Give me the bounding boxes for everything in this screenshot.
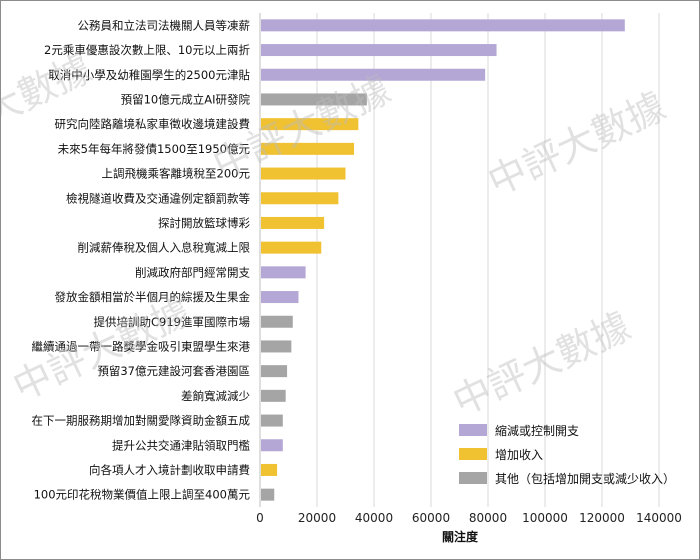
bar [261,291,299,304]
category-label: 在下一期服務期增加對關愛隊資助金額五成 [32,414,251,428]
bar [261,488,275,501]
watermark: 大數據 中評大數據 中評大數據 中評大數據 中評大數據 [1,46,672,424]
category-label: 2元乘車優惠設次數上限、10元以上兩折 [44,43,250,57]
legend-swatch [459,424,487,436]
bar [261,118,359,131]
legend-swatch [459,448,487,460]
bar [261,315,293,328]
x-axis-title: 關注度 [442,529,479,544]
bar [261,266,306,279]
category-label: 取消中小學及幼稚園學生的2500元津貼 [48,68,250,82]
category-label: 提供培訓助C919進軍國際市場 [94,315,251,329]
category-label: 研究向陸路離境私家車徵收邊境建設費 [55,117,251,131]
category-label: 繼續通過一帶一路獎學金吸引東盟學生來港 [32,339,251,353]
watermark-text: 中評大數據 [446,304,637,424]
category-label: 探討開放籃球博彩 [158,216,250,230]
category-label: 未來5年每年將發債1500至1950億元 [58,142,251,156]
watermark-text: 中評大數據 [481,84,672,204]
bar [261,192,339,205]
x-tick-label: 120000 [579,511,625,525]
category-label: 上調飛機乘客離境稅至200元 [102,167,251,181]
bars [261,19,625,501]
bar [261,216,325,229]
legend-label: 縮減或控制開支 [495,423,579,438]
bar [261,68,486,81]
x-tick-label: 20000 [298,511,336,525]
x-tick-label: 80000 [469,511,507,525]
category-label: 提升公共交通津貼領取門檻 [112,438,250,452]
category-label: 削減政府部門經常開支 [135,265,250,279]
category-label: 公務員和立法司法機關人員等凍薪 [78,18,251,32]
x-tick-label: 140000 [636,511,682,525]
category-label: 向各項人才入境計劃收取申請費 [89,463,250,477]
bar [261,93,367,106]
category-label: 預留37億元建設河套香港園區 [97,364,250,378]
category-label: 預留10億元成立AI研發院 [121,92,251,106]
x-tick-label: 60000 [412,511,450,525]
category-label: 差餉寬減減少 [181,389,250,403]
bar [261,241,322,254]
category-labels: 公務員和立法司法機關人員等凍薪 2元乘車優惠設次數上限、10元以上兩折取消中小學及… [32,18,251,501]
x-tick-label: 100000 [522,511,568,525]
bar [261,439,283,452]
category-label: 發放金額相當於半個月的綜援及生果金 [55,290,251,304]
category-label: 100元印花稅物業價值上限上調至400萬元 [34,488,251,502]
bar [261,142,355,155]
x-tick-label: 40000 [355,511,393,525]
bar [261,365,288,378]
bar [261,44,497,57]
bar [261,389,286,402]
bar [261,463,278,476]
legend-label: 增加收入 [495,448,543,462]
bar [261,167,346,180]
x-axis-ticks: 0 20000 40000 60000 80000 100000 120000 140000 [256,511,682,525]
legend-swatch [459,472,487,484]
category-label: 檢視隧道收費及交通違例定額罰款等 [66,191,250,205]
legend-label: 其他（包括增加開支或減少收入） [495,471,675,486]
bar [261,414,283,427]
x-tick-label: 0 [256,511,264,525]
bar [261,19,625,32]
bar [261,340,292,353]
category-label: 削減薪俸稅及個人入息稅寬減上限 [78,241,251,255]
